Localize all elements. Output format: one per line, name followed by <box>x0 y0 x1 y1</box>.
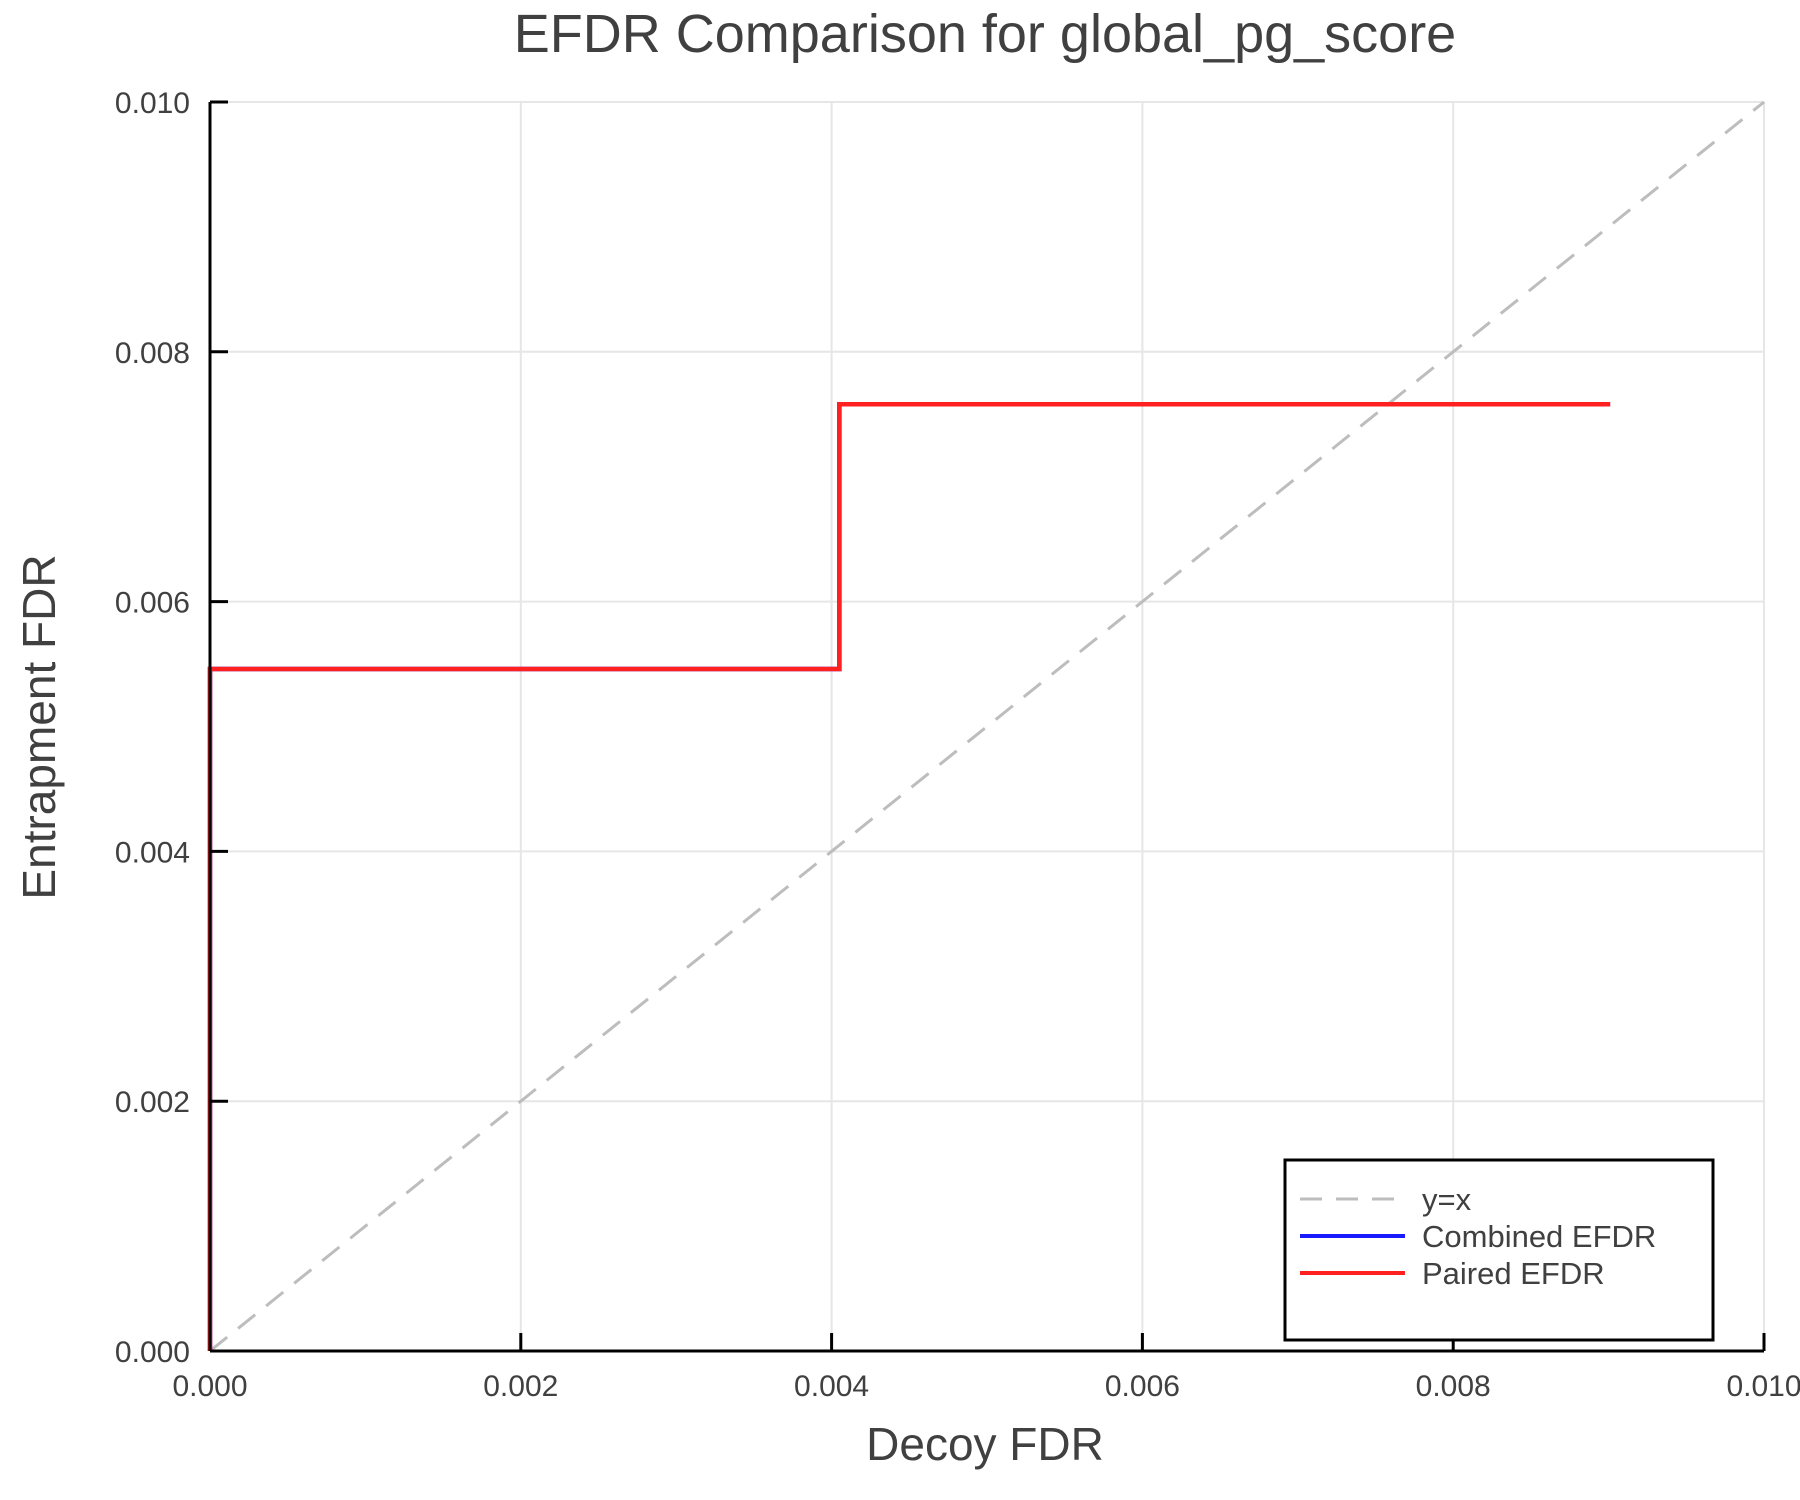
x-tick-label: 0.000 <box>172 1370 247 1403</box>
chart-title: EFDR Comparison for global_pg_score <box>514 4 1456 64</box>
series-line <box>209 100 1765 1353</box>
y-tick-label: 0.000 <box>115 1336 190 1369</box>
y-tick-label: 0.008 <box>115 337 190 370</box>
legend-entry: y=x <box>1422 1182 1472 1217</box>
x-axis-label: Decoy FDR <box>866 1418 1104 1470</box>
x-tick-label: 0.008 <box>1416 1370 1491 1403</box>
x-tick-label: 0.010 <box>1726 1370 1800 1403</box>
x-tick-label: 0.004 <box>794 1370 869 1403</box>
x-tick-label: 0.006 <box>1105 1370 1180 1403</box>
y-axis-label: Entrapment FDR <box>13 554 65 899</box>
y-tick-label: 0.004 <box>115 836 190 869</box>
legend-entry: Paired EFDR <box>1422 1256 1605 1291</box>
tick-labels: 0.000 0.002 0.004 0.006 0.008 0.010 0.000 0.002… <box>115 87 1800 1403</box>
y-tick-label: 0.010 <box>115 87 190 120</box>
y-tick-label: 0.006 <box>115 587 190 620</box>
legend-entry: Combined EFDR <box>1422 1219 1656 1254</box>
axes <box>208 100 1766 1353</box>
y-tick-label: 0.002 <box>115 1086 190 1119</box>
x-tick-label: 0.002 <box>483 1370 558 1403</box>
